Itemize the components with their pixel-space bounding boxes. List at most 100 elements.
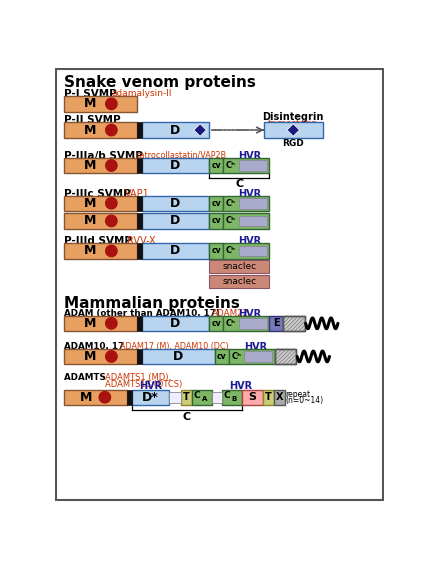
Text: P-I SVMP: P-I SVMP bbox=[64, 89, 120, 99]
Bar bbox=[64, 96, 137, 112]
Circle shape bbox=[106, 98, 117, 109]
Bar bbox=[275, 349, 296, 364]
Text: HVR: HVR bbox=[238, 188, 261, 199]
Text: M: M bbox=[84, 197, 96, 210]
Text: D: D bbox=[173, 350, 183, 363]
Text: RGD: RGD bbox=[282, 139, 304, 148]
Bar bbox=[238, 318, 267, 329]
Bar bbox=[212, 392, 222, 403]
Bar bbox=[209, 158, 223, 173]
Circle shape bbox=[106, 245, 117, 257]
Bar bbox=[137, 196, 142, 211]
Text: cᴠ: cᴠ bbox=[211, 161, 221, 170]
Text: M: M bbox=[84, 159, 96, 172]
Bar bbox=[209, 260, 269, 274]
Bar bbox=[238, 215, 267, 226]
Text: VAP1: VAP1 bbox=[125, 188, 150, 199]
Bar bbox=[238, 245, 267, 256]
Text: D: D bbox=[170, 214, 181, 227]
Text: HVR: HVR bbox=[139, 381, 162, 391]
Text: cᴠ: cᴠ bbox=[217, 352, 226, 361]
Circle shape bbox=[106, 318, 117, 329]
Bar bbox=[64, 316, 137, 331]
Text: cᴠ: cᴠ bbox=[211, 217, 221, 226]
Bar bbox=[142, 158, 209, 173]
Bar bbox=[209, 243, 223, 259]
Bar bbox=[142, 196, 209, 211]
Bar bbox=[192, 390, 212, 405]
Text: M: M bbox=[84, 244, 96, 257]
Text: E: E bbox=[273, 318, 279, 328]
Text: ADAMTS1 (MD),: ADAMTS1 (MD), bbox=[104, 373, 171, 382]
Text: D: D bbox=[170, 197, 181, 210]
Bar bbox=[64, 390, 127, 405]
Text: Cʰ: Cʰ bbox=[226, 217, 236, 226]
Bar bbox=[64, 196, 137, 211]
Text: A: A bbox=[202, 396, 207, 402]
Text: RVV-X: RVV-X bbox=[127, 236, 155, 246]
Bar bbox=[223, 243, 269, 259]
Circle shape bbox=[106, 215, 117, 227]
Text: HVR: HVR bbox=[229, 381, 253, 391]
Text: M: M bbox=[84, 317, 96, 330]
Text: M: M bbox=[84, 98, 96, 111]
Bar bbox=[64, 213, 137, 228]
Text: D: D bbox=[170, 159, 181, 172]
Bar bbox=[209, 213, 223, 228]
Bar bbox=[142, 122, 209, 138]
Bar bbox=[283, 316, 305, 331]
Bar bbox=[238, 198, 267, 209]
Bar bbox=[223, 213, 269, 228]
Text: HVR: HVR bbox=[238, 236, 261, 246]
Bar bbox=[137, 349, 142, 364]
Circle shape bbox=[106, 160, 117, 171]
Text: Cʰ: Cʰ bbox=[226, 161, 236, 170]
Bar bbox=[142, 349, 215, 364]
Bar bbox=[127, 390, 131, 405]
Text: D*: D* bbox=[142, 391, 158, 404]
Bar bbox=[244, 351, 273, 362]
Text: snaclec: snaclec bbox=[222, 262, 256, 271]
Text: snaclec: snaclec bbox=[222, 277, 256, 286]
Bar bbox=[223, 158, 269, 173]
Text: X: X bbox=[276, 392, 283, 402]
Bar bbox=[238, 160, 267, 171]
Bar bbox=[223, 196, 269, 211]
Text: repeat: repeat bbox=[285, 390, 311, 399]
Bar bbox=[274, 390, 285, 405]
Bar bbox=[275, 349, 296, 364]
Bar bbox=[209, 196, 223, 211]
Text: C: C bbox=[235, 179, 244, 190]
Circle shape bbox=[106, 124, 117, 136]
Bar bbox=[137, 122, 142, 138]
Bar bbox=[137, 158, 142, 173]
Text: M: M bbox=[84, 350, 96, 363]
Text: T: T bbox=[183, 392, 190, 402]
Text: D: D bbox=[170, 124, 181, 136]
Bar bbox=[209, 316, 223, 331]
Bar bbox=[142, 243, 209, 259]
Text: HVR: HVR bbox=[238, 309, 262, 319]
Text: C: C bbox=[194, 391, 200, 400]
Bar bbox=[264, 122, 323, 138]
Text: ADAM22: ADAM22 bbox=[212, 309, 249, 318]
Bar bbox=[137, 243, 142, 259]
Polygon shape bbox=[194, 124, 206, 136]
Text: T: T bbox=[265, 392, 272, 402]
Bar bbox=[223, 316, 269, 331]
Bar bbox=[229, 349, 275, 364]
Bar bbox=[142, 213, 209, 228]
Bar bbox=[269, 316, 283, 331]
Text: M: M bbox=[80, 391, 93, 404]
Bar bbox=[283, 316, 305, 331]
Bar bbox=[64, 349, 137, 364]
Text: Cʰ: Cʰ bbox=[226, 199, 236, 208]
Bar bbox=[137, 316, 142, 331]
Bar bbox=[209, 275, 269, 288]
Text: trimestatin: trimestatin bbox=[268, 119, 318, 128]
Bar bbox=[64, 122, 137, 138]
Text: Cʰ: Cʰ bbox=[231, 352, 241, 361]
Bar bbox=[181, 390, 192, 405]
Bar bbox=[169, 392, 181, 403]
Text: ADAM10, 17: ADAM10, 17 bbox=[64, 342, 127, 351]
